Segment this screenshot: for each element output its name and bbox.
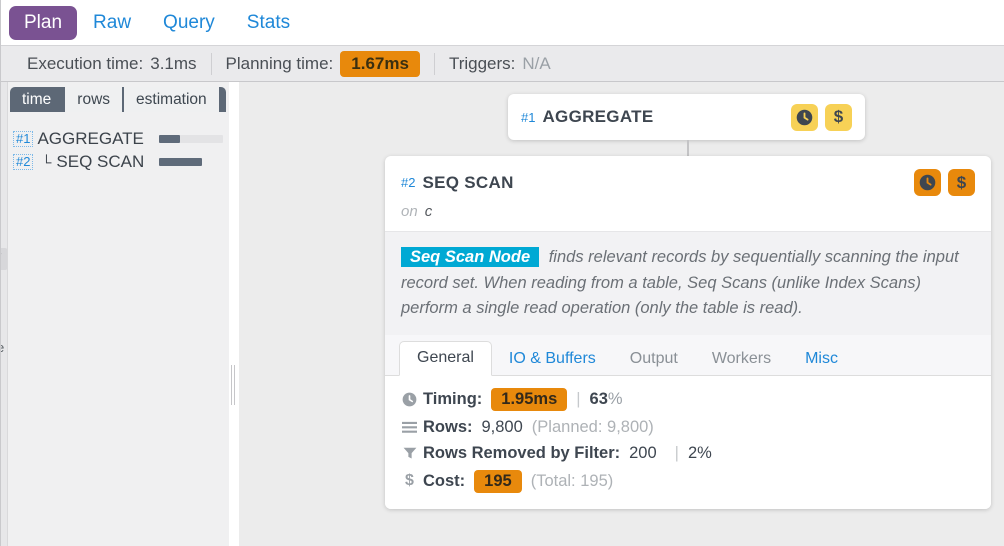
dollar-icon: $ [833,107,844,126]
sidebar-tab-time[interactable]: time [22,90,52,108]
cost-alert-badge: $ [948,169,975,196]
triggers-stat: Triggers: N/A [435,54,565,74]
cost-total: (Total: 195) [530,471,614,490]
node-title: SEQ SCAN [422,172,514,192]
node-description: Seq Scan Node finds relevant records by … [385,231,991,335]
general-tab-panel: Timing: 1.95ms | 63 % Rows: [385,375,991,509]
tab-output: Output [629,349,678,367]
filter-icon [401,446,418,460]
node-type-badge: Seq Scan Node [401,247,540,267]
sidebar-metric-tabs: time rows estimation [10,87,226,112]
top-navbar: Plan Raw Query Stats [1,0,1004,46]
timing-label: Timing: [423,389,483,408]
node-ref: #1 [521,109,536,125]
separator: | [674,443,679,462]
execution-time-value: 3.1ms [150,53,197,73]
tree-branch-glyph: └ [41,153,52,170]
planning-time-label: Planning time: [225,53,334,73]
rows-row: Rows: 9,800 (Planned: 9,800) [401,418,975,437]
rows-value: 9,800 [481,417,523,436]
node-row-aggregate[interactable]: #1 AGGREGATE [10,127,229,150]
node-label: AGGREGATE [37,128,144,148]
bar-fill [159,157,202,166]
cost-value-badge: 195 [474,469,522,493]
clock-icon [401,392,418,407]
content-area: r e t time rows estimation #1 AGGREGATE … [1,82,1004,546]
node-detail-tabs: General IO & Buffers Output Workers Misc [385,334,991,376]
edge-letter: e [1,340,4,355]
tab-stats[interactable]: Stats [246,11,291,33]
rows-icon [401,421,418,434]
bar-fill [159,134,180,143]
separator: | [576,389,581,408]
cost-label: Cost: [423,471,466,490]
node-time-bar [159,157,229,166]
execution-time-label: Execution time: [27,53,144,73]
node-ref[interactable]: #1 [13,130,34,147]
dollar-icon: $ [405,472,414,490]
node-title: AGGREGATE [542,107,654,126]
timing-row: Timing: 1.95ms | 63 % [401,387,975,411]
left-edge-strip: r e t [1,82,8,546]
dollar-icon: $ [956,172,967,192]
triggers-value: N/A [522,53,551,73]
plan-sidebar: time rows estimation #1 AGGREGATE #2 └ S… [8,82,229,546]
tab-plan[interactable]: Plan [9,5,78,40]
node-description-text: finds relevant records by sequentially s… [401,248,959,318]
tab-raw[interactable]: Raw [93,11,132,33]
rows-label: Rows: [423,417,473,436]
timing-warning-badge [791,103,818,131]
filter-label: Rows Removed by Filter: [423,443,621,462]
sidebar-tab-estimation[interactable]: estimation [122,87,219,112]
seq-scan-header: #2 SEQ SCAN $ [385,156,991,231]
tab-io-buffers[interactable]: IO & Buffers [508,349,596,367]
triggers-label: Triggers: [448,53,516,73]
node-card-seq-scan[interactable]: #2 SEQ SCAN $ [385,156,991,509]
node-ref[interactable]: #2 [13,153,34,170]
rows-planned: (Planned: 9,800) [531,417,654,436]
execution-time-stat: Execution time: 3.1ms [13,54,211,74]
node-badges: $ [791,103,852,131]
cost-row: $ Cost: 195 (Total: 195) [401,469,975,493]
filter-value: 200 [629,443,657,462]
plan-node-list: #1 AGGREGATE #2 └ SEQ SCAN [10,127,229,173]
node-ref: #2 [401,175,416,190]
node-badges: $ [914,169,975,196]
bar-track [159,134,223,143]
bar-track [159,157,202,166]
sidebar-tab-rows[interactable]: rows [63,87,123,112]
timing-alert-badge [914,169,941,196]
on-label: on [401,203,418,220]
node-card-aggregate[interactable]: #1 AGGREGATE $ [508,94,865,140]
plan-stats-bar: Execution time: 3.1ms Planning time: 1.6… [1,46,1004,82]
panel-resize-gutter [229,82,239,546]
tree-connector [687,140,689,156]
tab-misc[interactable]: Misc [805,349,838,367]
clock-icon [796,109,813,125]
cost-warning-badge: $ [825,103,852,131]
stat-divider [433,52,435,75]
tab-workers: Workers [711,349,772,367]
planning-time-stat: Planning time: 1.67ms [212,50,434,77]
planning-time-badge: 1.67ms [340,50,420,77]
edge-block [1,248,7,270]
clock-icon [919,174,936,191]
node-row-seq-scan[interactable]: #2 └ SEQ SCAN [10,150,229,173]
resize-handle[interactable] [231,365,237,405]
plan-diagram-area: #1 AGGREGATE $ #2 SEQ SCAN [239,82,1004,546]
relation-name: c [424,203,433,220]
timing-value-badge: 1.95ms [491,387,568,411]
filter-percent: 2% [687,443,712,462]
node-time-bar [159,134,229,143]
percent-sign: % [607,389,623,408]
node-label: SEQ SCAN [56,151,145,171]
filter-row: Rows Removed by Filter: 200 | 2% [401,444,975,463]
stat-divider [210,52,212,75]
tab-query[interactable]: Query [163,11,215,33]
timing-percent: 63 [589,389,608,408]
relation-line: on c [401,203,975,220]
tab-general[interactable]: General [399,340,492,376]
